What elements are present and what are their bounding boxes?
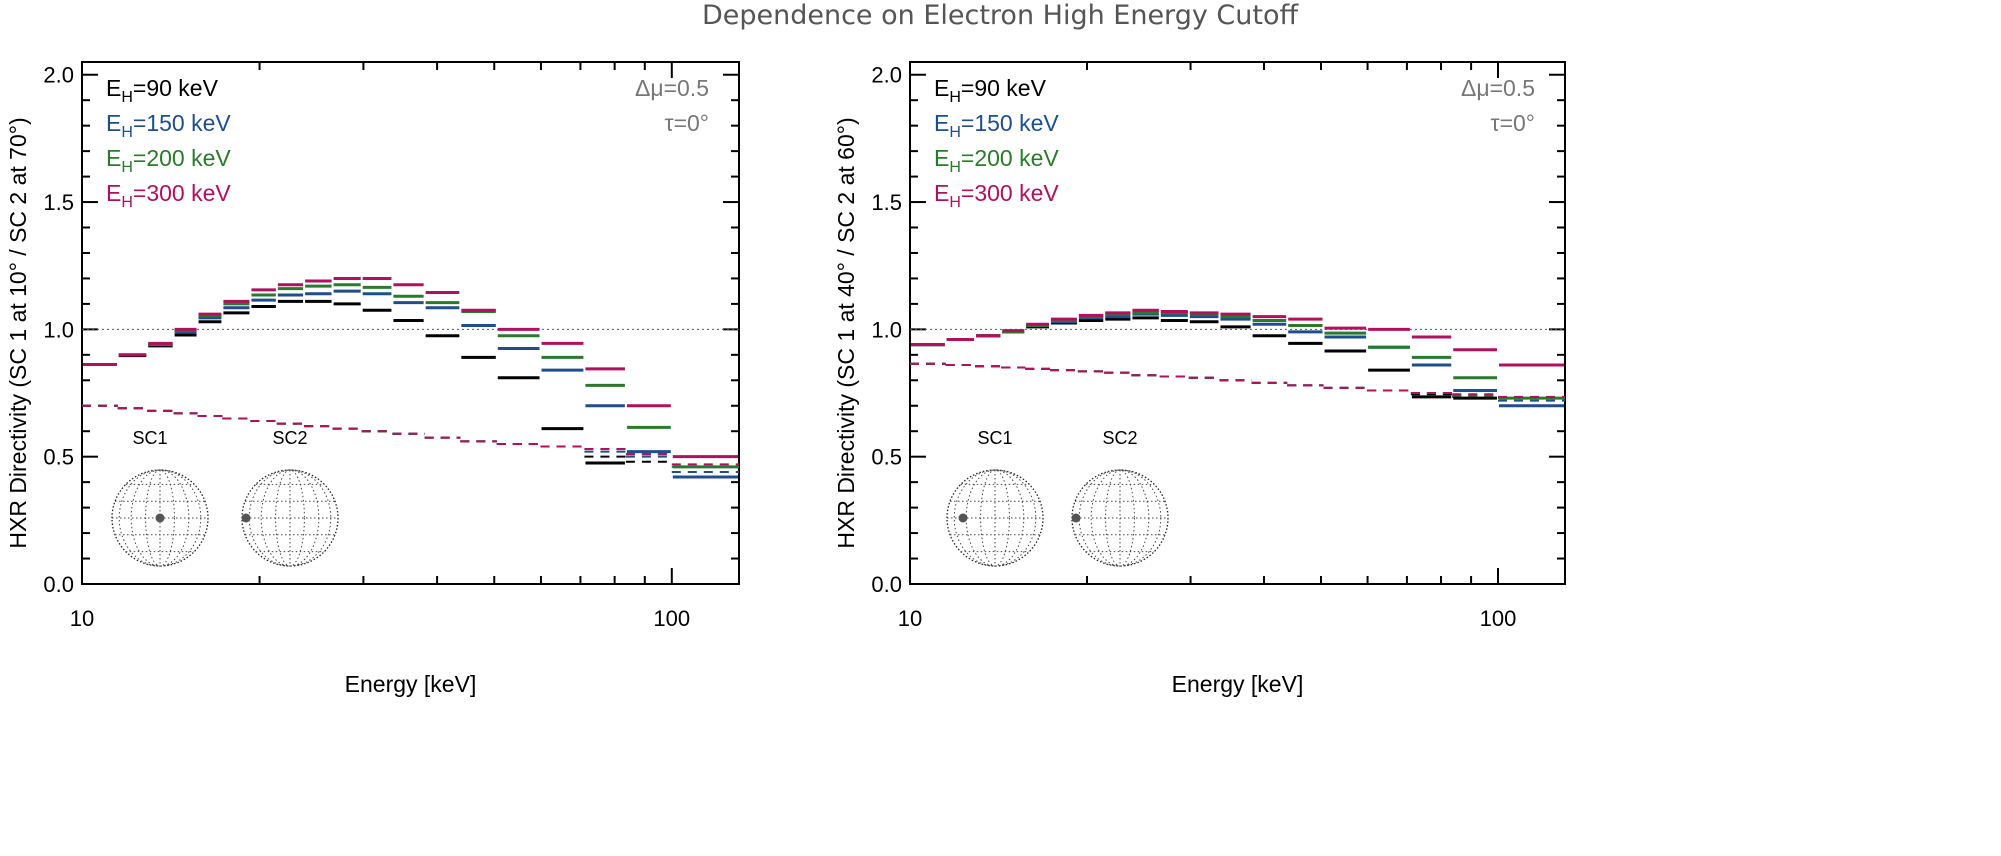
- spacecraft-position-dot: [241, 513, 251, 523]
- legend-entry: EH=300 keV: [106, 180, 231, 211]
- y-tick-label: 0.0: [43, 572, 74, 597]
- legend-rest: =200 keV: [961, 145, 1059, 171]
- inset-label: SC2: [272, 428, 307, 448]
- legend-entry: EH=200 keV: [934, 145, 1059, 176]
- figure-title: Dependence on Electron High Energy Cutof…: [702, 0, 1300, 31]
- inset-label: SC1: [977, 428, 1012, 448]
- x-axis-label: Energy [keV]: [1172, 671, 1304, 697]
- y-tick-label: 1.5: [871, 190, 902, 215]
- legend-sub: H: [121, 124, 133, 141]
- legend-rest: =300 keV: [961, 180, 1059, 206]
- legend-entry: EH=150 keV: [934, 110, 1059, 141]
- y-tick-label: 0.5: [43, 445, 74, 470]
- globe-icon-sc2: [241, 469, 339, 567]
- annotation: Δμ=0.5: [635, 75, 709, 101]
- plot-frame: [81, 61, 740, 585]
- legend-entry: EH=90 keV: [106, 75, 219, 106]
- x-tick-label: 10: [70, 606, 94, 631]
- legend-sub: H: [121, 89, 133, 106]
- legend-rest: =200 keV: [133, 145, 231, 171]
- legend-sub: H: [949, 159, 961, 176]
- series-1: [82, 299, 672, 465]
- series-4: [82, 276, 739, 466]
- annotation: τ=0°: [1490, 110, 1535, 136]
- spacecraft-position-dot: [1071, 513, 1081, 523]
- legend-rest: =150 keV: [133, 110, 231, 136]
- y-axis-label: HXR Directivity (SC 1 at 40° / SC 2 at 6…: [833, 117, 859, 548]
- legend-entry: EH=200 keV: [106, 145, 231, 176]
- y-tick-label: 0.0: [871, 572, 902, 597]
- legend-base: E: [106, 180, 121, 206]
- spacecraft-position-dot: [155, 513, 165, 523]
- legend-sub: H: [949, 194, 961, 211]
- series-3: [82, 283, 739, 469]
- globe-icon-sc1: [946, 469, 1044, 567]
- legend-entry: EH=150 keV: [106, 110, 231, 141]
- legend-entry: EH=90 keV: [934, 75, 1047, 106]
- legend-rest: =90 keV: [961, 75, 1047, 101]
- y-tick-label: 2.0: [871, 63, 902, 88]
- legend-base: E: [934, 180, 949, 206]
- legend-rest: =150 keV: [961, 110, 1059, 136]
- chart-panel-2: 0.0 0.5 1.0 1.5 2.0 10 100 Energy [keV] HXR Dire…: [833, 61, 1566, 697]
- legend-base: E: [934, 75, 949, 101]
- y-tick-label: 0.5: [871, 445, 902, 470]
- y-axis-label: HXR Directivity (SC 1 at 10° / SC 2 at 7…: [5, 117, 31, 548]
- legend-sub: H: [121, 159, 133, 176]
- legend-base: E: [934, 145, 949, 171]
- legend-rest: =90 keV: [133, 75, 219, 101]
- inset-label: SC1: [132, 428, 167, 448]
- y-tick-label: 2.0: [43, 63, 74, 88]
- chart-panel-1: 0.0 0.5 1.0 1.5 2.0 10 100 Energy [keV] HXR Dire…: [5, 61, 740, 697]
- y-tick-label: 1.0: [43, 317, 74, 342]
- legend-base: E: [106, 145, 121, 171]
- x-axis-label: Energy [keV]: [345, 671, 477, 697]
- y-tick-label: 1.0: [871, 317, 902, 342]
- legend-sub: H: [949, 124, 961, 141]
- globe-icon-sc2: [1071, 469, 1169, 567]
- x-tick-label: 100: [653, 606, 690, 631]
- x-tick-label: 100: [1480, 606, 1517, 631]
- legend-entry: EH=300 keV: [934, 180, 1059, 211]
- annotation: Δμ=0.5: [1461, 75, 1535, 101]
- annotation: τ=0°: [664, 110, 709, 136]
- inset-label: SC2: [1102, 428, 1137, 448]
- y-tick-label: 1.5: [43, 190, 74, 215]
- plot-frame: [909, 61, 1566, 585]
- x-tick-label: 10: [898, 606, 922, 631]
- legend-rest: =300 keV: [133, 180, 231, 206]
- legend-base: E: [106, 75, 121, 101]
- spacecraft-position-dot: [958, 513, 968, 523]
- legend-sub: H: [121, 194, 133, 211]
- legend-base: E: [106, 110, 121, 136]
- legend-base: E: [934, 110, 949, 136]
- legend-sub: H: [949, 89, 961, 106]
- globe-icon-sc1: [111, 469, 209, 567]
- series-4: [910, 308, 1565, 398]
